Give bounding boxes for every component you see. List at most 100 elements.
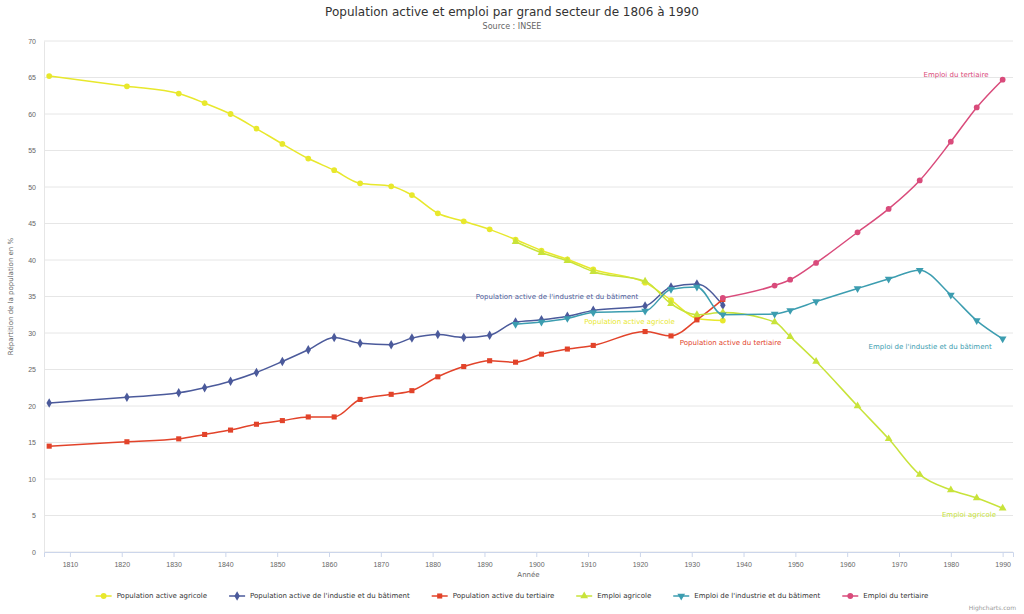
x-tick-label: 1990: [995, 561, 1011, 568]
legend-item: Population active agricole: [96, 592, 207, 600]
annotations: Population active agricolePopulation act…: [476, 71, 996, 519]
series-line: [49, 76, 723, 321]
marker: [565, 347, 570, 352]
y-tick: 50: [28, 184, 44, 191]
y-tick-label: 40: [28, 257, 36, 264]
marker: [668, 333, 673, 338]
y-tick-label: 60: [28, 111, 36, 118]
marker: [667, 299, 675, 306]
marker: [667, 287, 675, 294]
marker: [772, 283, 778, 289]
series: [512, 237, 1007, 510]
series: [720, 77, 1006, 301]
grid-line: [44, 187, 1013, 188]
x-tick-mark: [277, 552, 278, 557]
x-tick: 1850: [270, 552, 286, 568]
marker: [124, 439, 129, 444]
marker: [357, 338, 362, 347]
marker: [538, 248, 546, 255]
x-tick-mark: [329, 552, 330, 557]
x-tick-label: 1960: [840, 561, 856, 568]
grid-line: [44, 406, 1013, 407]
x-tick-label: 1900: [529, 561, 545, 568]
grid-line: [44, 150, 1013, 151]
x-tick-label: 1930: [684, 561, 700, 568]
x-tick-label: 1820: [114, 561, 130, 568]
marker: [589, 310, 597, 317]
x-tick: 1820: [114, 552, 130, 568]
marker: [513, 360, 518, 365]
marker: [563, 316, 571, 323]
marker: [228, 428, 233, 433]
marker: [854, 286, 862, 293]
marker: [589, 267, 597, 274]
marker: [487, 226, 493, 232]
x-tick-mark: [381, 552, 382, 557]
x-tick-label: 1950: [788, 561, 804, 568]
marker: [591, 343, 596, 348]
marker: [1000, 77, 1006, 83]
legend-label: Population active agricole: [117, 592, 207, 600]
marker: [279, 141, 285, 147]
x-tick: 1990: [995, 552, 1011, 568]
marker: [855, 229, 861, 235]
legend-item: Emploi du tertiaire: [842, 592, 928, 600]
x-tick-label: 1910: [581, 561, 597, 568]
annotation: Population active agricole: [584, 318, 674, 326]
title: Population active et emploi par grand se…: [325, 5, 699, 19]
series-line: [723, 80, 1003, 298]
marker: [694, 317, 699, 322]
y-axis: 0510152025303540455055606570: [28, 38, 44, 556]
y-tick-label: 50: [28, 184, 36, 191]
x-tick-label: 1850: [270, 561, 286, 568]
marker: [641, 309, 649, 316]
marker: [538, 320, 546, 327]
y-tick-label: 45: [28, 220, 36, 227]
series-line: [49, 284, 723, 403]
annotation: Emploi de l'industie et du bâtiment: [869, 343, 992, 351]
x-tick-mark: [1003, 552, 1004, 557]
y-tick-label: 15: [28, 439, 36, 446]
marker: [176, 436, 181, 441]
x-axis: 1810182018301840185018601870188018901900…: [45, 552, 1014, 568]
marker: [357, 180, 363, 186]
marker: [461, 364, 466, 369]
grid-line: [44, 369, 1013, 370]
y-tick-label: 20: [28, 403, 36, 410]
marker: [693, 285, 701, 292]
marker: [254, 126, 260, 132]
grid-line: [44, 515, 1013, 516]
x-tick-mark: [225, 552, 226, 557]
y-tick: 40: [28, 257, 44, 264]
marker: [176, 388, 181, 397]
credits: Highcharts.com: [969, 604, 1016, 612]
x-tick-mark: [122, 552, 123, 557]
x-tick: 1910: [581, 552, 597, 568]
marker: [358, 397, 363, 402]
marker: [487, 358, 492, 363]
x-tick: 1840: [218, 552, 234, 568]
legend-label: Population active de l'industie et du bâ…: [250, 592, 410, 600]
x-tick-label: 1840: [218, 561, 234, 568]
marker: [389, 392, 394, 397]
x-tick: 1980: [944, 552, 960, 568]
annotation: Emploi du tertiaire: [923, 71, 988, 79]
marker: [974, 105, 980, 111]
marker: [47, 444, 52, 449]
marker: [461, 333, 466, 342]
legend-item: Population active du tertiaire: [432, 592, 555, 600]
y-tick: 20: [28, 403, 44, 410]
x-tick-mark: [536, 552, 537, 557]
y-tick-label: 30: [28, 330, 36, 337]
y-tick: 0: [32, 549, 44, 556]
marker: [487, 330, 492, 339]
y-tick: 25: [28, 366, 44, 373]
x-tick-mark: [588, 552, 589, 557]
marker: [306, 345, 311, 354]
marker: [916, 268, 924, 275]
marker: [512, 237, 520, 244]
x-tick-label: 1940: [736, 561, 752, 568]
legend-item: Population active de l'industie et du bâ…: [229, 591, 410, 600]
x-tick-label: 1920: [633, 561, 649, 568]
marker: [885, 277, 893, 284]
